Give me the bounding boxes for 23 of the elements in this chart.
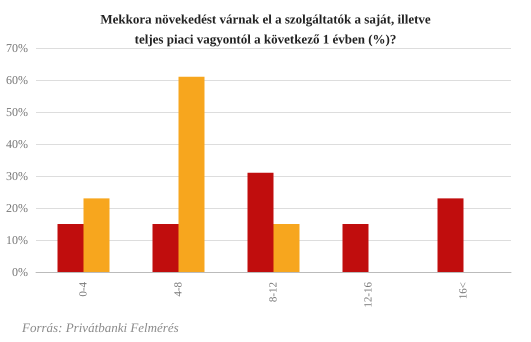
x-tick-label: 12-16 — [362, 282, 374, 308]
bar — [274, 224, 300, 272]
x-tick-label: 0-4 — [78, 282, 90, 297]
y-tick-label: 50% — [6, 105, 28, 119]
bar — [248, 172, 274, 272]
y-tick-label: 60% — [6, 73, 28, 87]
y-tick-label: 30% — [6, 169, 28, 183]
y-tick-label: 10% — [6, 233, 28, 247]
bar — [152, 224, 178, 272]
bar — [58, 224, 84, 272]
bar — [178, 76, 204, 272]
x-tick-label: 4-8 — [172, 282, 184, 297]
bar — [84, 198, 110, 272]
y-tick-label: 0% — [12, 265, 28, 279]
x-tick-label: 8-12 — [268, 282, 280, 302]
y-tick-label: 70% — [6, 41, 28, 55]
y-tick-label: 20% — [6, 201, 28, 215]
chart-title: Mekkora növekedést várnak el a szolgáltatók a saját, illetve teljes piaci vagyontól a következő 1 évben (%)? — [100, 12, 431, 46]
y-tick-label: 40% — [6, 137, 28, 151]
x-tick-label: 16< — [458, 282, 470, 300]
text: Forrás: Privátbanki Felmérés — [21, 320, 179, 335]
bar — [342, 224, 368, 272]
bar — [438, 198, 464, 272]
